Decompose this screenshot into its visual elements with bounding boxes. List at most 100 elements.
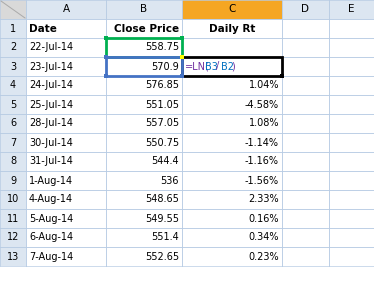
Text: Date: Date [29,23,57,33]
Text: A: A [62,5,70,14]
Text: 4-Aug-14: 4-Aug-14 [29,194,73,205]
Text: Close Price: Close Price [114,23,179,33]
Bar [182,190,282,209]
Text: C: C [228,5,236,14]
Text: 13: 13 [7,252,19,261]
Text: 1.08%: 1.08% [248,119,279,128]
Bar [329,190,374,209]
Bar [26,76,106,95]
Bar [0,57,26,76]
Bar [282,57,329,76]
Bar [182,0,282,19]
Text: 28-Jul-14: 28-Jul-14 [29,119,73,128]
Bar [329,0,374,19]
Bar [180,55,184,59]
Bar [0,171,26,190]
Bar [26,171,106,190]
Text: 0.23%: 0.23% [248,252,279,261]
Text: 6-Aug-14: 6-Aug-14 [29,233,73,243]
Bar [0,114,26,133]
Text: 24-Jul-14: 24-Jul-14 [29,80,73,91]
Bar [182,171,282,190]
Bar [26,38,106,57]
Bar [104,36,108,40]
Text: 3: 3 [10,61,16,72]
Bar [282,95,329,114]
Bar [282,114,329,133]
Bar [329,152,374,171]
Bar [329,95,374,114]
Text: 1: 1 [10,23,16,33]
Bar [106,190,182,209]
Bar [26,0,106,19]
Text: -1.56%: -1.56% [245,175,279,185]
Bar [0,95,26,114]
Bar [180,74,184,78]
Bar [0,152,26,171]
Bar [106,76,182,95]
Bar [106,57,182,76]
Bar [182,133,282,152]
Text: 9: 9 [10,175,16,185]
Bar [106,114,182,133]
Text: 576.85: 576.85 [145,80,179,91]
Bar [282,209,329,228]
Text: 536: 536 [160,175,179,185]
Bar [282,152,329,171]
Bar [329,76,374,95]
Bar [329,19,374,38]
Bar [0,247,26,266]
Text: D: D [301,5,310,14]
Text: 558.75: 558.75 [145,42,179,53]
Bar [106,38,182,57]
Text: 0.34%: 0.34% [248,233,279,243]
Bar [182,57,282,76]
Bar [182,247,282,266]
Text: 551.05: 551.05 [145,100,179,110]
Text: 552.65: 552.65 [145,252,179,261]
Bar [180,36,184,40]
Bar [182,114,282,133]
Text: 7: 7 [10,138,16,147]
Text: /: / [215,61,219,72]
Bar [329,38,374,57]
Text: 6: 6 [10,119,16,128]
Bar [0,38,26,57]
Bar [26,209,106,228]
Text: 0.16%: 0.16% [248,213,279,224]
Text: ): ) [231,61,234,72]
Bar [0,0,26,19]
Bar [182,38,282,57]
Bar [329,247,374,266]
Bar [26,19,106,38]
Bar [26,95,106,114]
Bar [106,171,182,190]
Bar [26,114,106,133]
Bar [106,95,182,114]
Bar [0,76,26,95]
Bar [106,38,182,57]
Bar [0,209,26,228]
Text: Daily Rt: Daily Rt [209,23,255,33]
Bar [106,133,182,152]
Bar [26,247,106,266]
Text: 25-Jul-14: 25-Jul-14 [29,100,73,110]
Bar [26,133,106,152]
Text: 31-Jul-14: 31-Jul-14 [29,156,73,166]
Text: -4.58%: -4.58% [245,100,279,110]
Text: 11: 11 [7,213,19,224]
Text: 8: 8 [10,156,16,166]
Text: 549.55: 549.55 [145,213,179,224]
Text: 548.65: 548.65 [145,194,179,205]
Bar [106,228,182,247]
Text: 551.4: 551.4 [151,233,179,243]
Text: B2: B2 [221,61,234,72]
Bar [106,209,182,228]
Text: 557.05: 557.05 [145,119,179,128]
Bar [329,209,374,228]
Bar [182,76,282,95]
Bar [182,19,282,38]
Text: 1.04%: 1.04% [248,80,279,91]
Bar [329,57,374,76]
Bar [282,19,329,38]
